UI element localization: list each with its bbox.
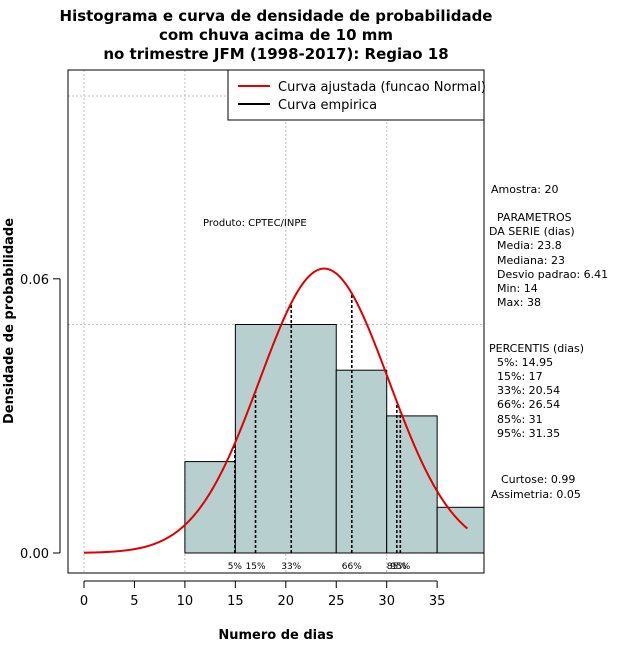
percentile-label: 95% bbox=[390, 562, 410, 572]
stats-panel: Amostra: 20 PARAMETROS DA SERIE (dias) M… bbox=[489, 183, 608, 501]
stat-p66: 66%: 26.54 bbox=[497, 398, 560, 411]
legend-box bbox=[227, 69, 485, 121]
percentile-label: 5% bbox=[228, 562, 243, 572]
stat-param-title-2: DA SERIE (dias) bbox=[489, 225, 575, 238]
stat-param-title-1: PARAMETROS bbox=[497, 211, 572, 224]
histogram-bars bbox=[184, 324, 485, 554]
x-tick-label: 0 bbox=[80, 594, 88, 609]
stat-p95: 95%: 31.35 bbox=[497, 427, 560, 440]
percentile-lines: 5% 15% 33% 66% 85%95% bbox=[228, 293, 411, 572]
chart-title-line-3: no trimestre JFM (1998-2017): Regiao 18 bbox=[103, 45, 448, 63]
stat-max: Max: 38 bbox=[497, 296, 541, 309]
stat-curtose: Curtose: 0.99 bbox=[501, 473, 575, 486]
x-axis-label: Numero de dias bbox=[218, 628, 334, 643]
histogram-bar bbox=[436, 506, 485, 554]
histogram-bar bbox=[386, 415, 438, 554]
percentile-label: 33% bbox=[281, 562, 301, 572]
histogram-bar bbox=[184, 461, 236, 554]
normal-fit-curve bbox=[83, 267, 469, 554]
x-tick-label: 20 bbox=[278, 594, 295, 609]
x-tick-label: 30 bbox=[378, 594, 395, 609]
x-tick-label: 10 bbox=[177, 594, 194, 609]
y-tick-label: 0.06 bbox=[20, 273, 49, 288]
legend: Curva ajustada (funcao Normal) Curva emp… bbox=[227, 69, 486, 121]
credit-text: Produto: CPTEC/INPE bbox=[203, 218, 307, 229]
stat-pct-title: PERCENTIS (dias) bbox=[489, 342, 584, 355]
histogram-bar bbox=[234, 324, 337, 554]
chart-title-line-2: com chuva acima de 10 mm bbox=[159, 26, 393, 44]
stat-p5: 5%: 14.95 bbox=[497, 356, 553, 369]
x-tick-label: 25 bbox=[328, 594, 345, 609]
stat-assimetria: Assimetria: 0.05 bbox=[491, 488, 581, 501]
x-tick-label: 15 bbox=[227, 594, 244, 609]
chart-title-line-1: Histograma e curva de densidade de proba… bbox=[60, 7, 493, 25]
stat-media: Media: 23.8 bbox=[497, 239, 562, 252]
legend-label-fit: Curva ajustada (funcao Normal) bbox=[278, 80, 486, 95]
histogram-bar bbox=[335, 369, 388, 554]
percentile-label: 85% bbox=[387, 562, 407, 572]
percentile-label: 66% bbox=[342, 562, 362, 572]
stat-p33: 33%: 20.54 bbox=[497, 384, 560, 397]
stat-p15: 15%: 17 bbox=[497, 370, 543, 383]
stat-p85: 85%: 31 bbox=[497, 413, 543, 426]
axes: 0 5 10 15 20 25 30 35 0.00 0.06 bbox=[20, 273, 445, 609]
stat-mediana: Mediana: 23 bbox=[497, 254, 565, 267]
stat-min: Min: 14 bbox=[497, 282, 538, 295]
y-tick-label: 0.00 bbox=[20, 547, 49, 562]
normal-curve bbox=[83, 267, 469, 554]
x-tick-label: 5 bbox=[130, 594, 138, 609]
legend-label-empirical: Curva empirica bbox=[278, 98, 377, 113]
percentile-label: 15% bbox=[246, 562, 266, 572]
y-axis-label: Densidade de probabilidade bbox=[2, 218, 17, 424]
x-tick-label: 35 bbox=[429, 594, 446, 609]
stat-desvio: Desvio padrao: 6.41 bbox=[497, 268, 608, 281]
stat-amostra: Amostra: 20 bbox=[491, 183, 558, 196]
